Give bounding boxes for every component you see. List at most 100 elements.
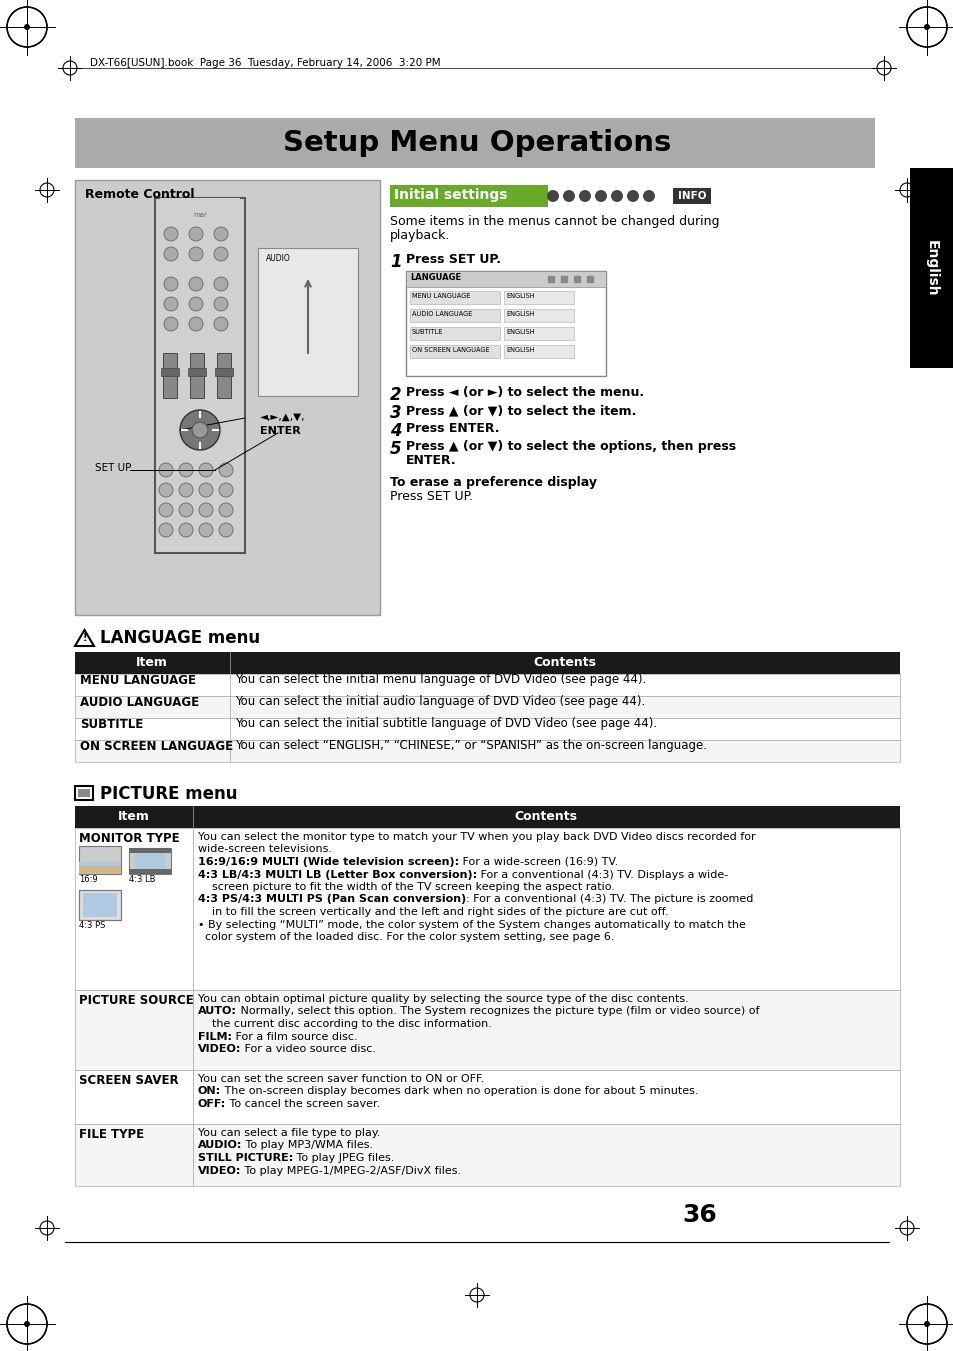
Circle shape <box>179 463 193 477</box>
Circle shape <box>562 190 575 203</box>
Text: ENTER.: ENTER. <box>406 454 456 467</box>
Bar <box>909 168 953 367</box>
Bar <box>75 786 92 800</box>
Bar <box>410 309 499 322</box>
Circle shape <box>199 463 213 477</box>
Circle shape <box>164 277 178 290</box>
Circle shape <box>189 227 203 240</box>
Text: 4:3 PS: 4:3 PS <box>79 921 105 929</box>
Text: PICTURE SOURCE: PICTURE SOURCE <box>79 994 193 1006</box>
Text: wide-screen televisions.: wide-screen televisions. <box>198 844 332 854</box>
Text: For a video source disc.: For a video source disc. <box>241 1044 376 1054</box>
Text: You can select a file type to play.: You can select a file type to play. <box>198 1128 380 1138</box>
Text: You can select the initial subtitle language of DVD Video (see page 44).: You can select the initial subtitle lang… <box>234 717 657 731</box>
Circle shape <box>199 484 213 497</box>
Text: in to fill the screen vertically and the left and right sides of the picture are: in to fill the screen vertically and the… <box>198 907 668 917</box>
Text: ENGLISH: ENGLISH <box>505 293 534 299</box>
Bar <box>503 345 574 358</box>
Text: 4:3 LB: 4:3 LB <box>129 875 155 884</box>
Circle shape <box>179 523 193 536</box>
Text: the current disc according to the disc information.: the current disc according to the disc i… <box>198 1019 492 1029</box>
Bar <box>135 852 165 869</box>
Circle shape <box>626 190 639 203</box>
Bar <box>257 249 357 396</box>
Bar <box>188 367 206 376</box>
Text: FILM:: FILM: <box>198 1032 232 1042</box>
Bar <box>193 1070 899 1124</box>
Text: You can select the monitor type to match your TV when you play back DVD Video di: You can select the monitor type to match… <box>198 832 755 842</box>
Bar <box>503 309 574 322</box>
Text: To play JPEG files.: To play JPEG files. <box>293 1152 395 1163</box>
Text: 16:9/16:9 MULTI (Wide television screen):: 16:9/16:9 MULTI (Wide television screen)… <box>198 857 458 867</box>
Circle shape <box>24 1321 30 1327</box>
Text: 16:9: 16:9 <box>79 875 97 884</box>
Circle shape <box>179 503 193 517</box>
Text: You can select “ENGLISH,” “CHINESE,” or “SPANISH” as the on-screen language.: You can select “ENGLISH,” “CHINESE,” or … <box>234 739 706 753</box>
Circle shape <box>213 317 228 331</box>
Text: ENGLISH: ENGLISH <box>505 311 534 317</box>
Bar <box>410 290 499 304</box>
Text: Press ▲ (or ▼) to select the options, then press: Press ▲ (or ▼) to select the options, th… <box>406 440 736 453</box>
Text: LANGUAGE: LANGUAGE <box>410 273 460 282</box>
Text: STILL PICTURE:: STILL PICTURE: <box>198 1152 293 1163</box>
Bar <box>154 199 245 553</box>
Bar <box>83 893 117 917</box>
Bar <box>193 807 899 828</box>
Bar <box>75 740 230 762</box>
Text: mar: mar <box>193 212 207 218</box>
Bar <box>193 828 899 990</box>
Text: For a film source disc.: For a film source disc. <box>232 1032 357 1042</box>
Text: AUDIO LANGUAGE: AUDIO LANGUAGE <box>80 696 199 708</box>
Bar <box>410 327 499 340</box>
Text: OFF:: OFF: <box>198 1098 226 1109</box>
Circle shape <box>199 503 213 517</box>
Text: 5: 5 <box>390 440 401 458</box>
Text: VIDEO:: VIDEO: <box>198 1166 241 1175</box>
Text: ◄,►,▲,▼,: ◄,►,▲,▼, <box>260 412 305 422</box>
Text: 2: 2 <box>390 386 401 404</box>
Bar <box>79 890 121 920</box>
Text: FILE TYPE: FILE TYPE <box>79 1128 144 1142</box>
Text: Item: Item <box>118 811 150 824</box>
Circle shape <box>213 297 228 311</box>
Text: DX-T66[USUN].book  Page 36  Tuesday, February 14, 2006  3:20 PM: DX-T66[USUN].book Page 36 Tuesday, Febru… <box>90 58 440 68</box>
Text: To erase a preference display: To erase a preference display <box>390 476 597 489</box>
Circle shape <box>546 190 558 203</box>
Text: Press ENTER.: Press ENTER. <box>406 422 499 435</box>
Text: SUBTITLE: SUBTITLE <box>412 330 443 335</box>
Bar <box>75 828 193 990</box>
Bar <box>163 353 177 399</box>
Text: MENU LANGUAGE: MENU LANGUAGE <box>412 293 470 299</box>
Bar <box>406 272 605 286</box>
Bar <box>161 367 179 376</box>
Text: For a wide-screen (16:9) TV.: For a wide-screen (16:9) TV. <box>458 857 618 867</box>
Text: SCREEN SAVER: SCREEN SAVER <box>79 1074 178 1088</box>
Text: ENTER: ENTER <box>260 426 300 436</box>
Circle shape <box>595 190 606 203</box>
Circle shape <box>159 523 172 536</box>
Text: ENGLISH: ENGLISH <box>505 347 534 353</box>
Text: Press ◄ (or ►) to select the menu.: Press ◄ (or ►) to select the menu. <box>406 386 643 399</box>
Text: Some items in the menus cannot be changed during: Some items in the menus cannot be change… <box>390 215 719 228</box>
Text: For a conventional (4:3) TV. Displays a wide-: For a conventional (4:3) TV. Displays a … <box>476 870 727 880</box>
Bar <box>75 696 230 717</box>
Circle shape <box>189 277 203 290</box>
Text: The on-screen display becomes dark when no operation is done for about 5 minutes: The on-screen display becomes dark when … <box>221 1086 698 1097</box>
Bar <box>75 990 193 1070</box>
Text: Item: Item <box>136 657 168 670</box>
Text: 36: 36 <box>682 1202 717 1227</box>
Circle shape <box>164 297 178 311</box>
Circle shape <box>180 409 220 450</box>
Bar <box>75 674 230 696</box>
Circle shape <box>213 227 228 240</box>
Circle shape <box>642 190 655 203</box>
Text: MENU LANGUAGE: MENU LANGUAGE <box>80 674 195 686</box>
Bar <box>672 188 710 204</box>
Text: You can select the initial audio language of DVD Video (see page 44).: You can select the initial audio languag… <box>234 696 644 708</box>
Polygon shape <box>75 630 94 646</box>
Bar <box>129 848 171 874</box>
Text: To play MP3/WMA files.: To play MP3/WMA files. <box>242 1140 374 1151</box>
Text: 4:3 PS/4:3 MULTI PS (Pan Scan conversion): 4:3 PS/4:3 MULTI PS (Pan Scan conversion… <box>198 894 466 905</box>
Circle shape <box>189 317 203 331</box>
Bar <box>79 890 121 920</box>
